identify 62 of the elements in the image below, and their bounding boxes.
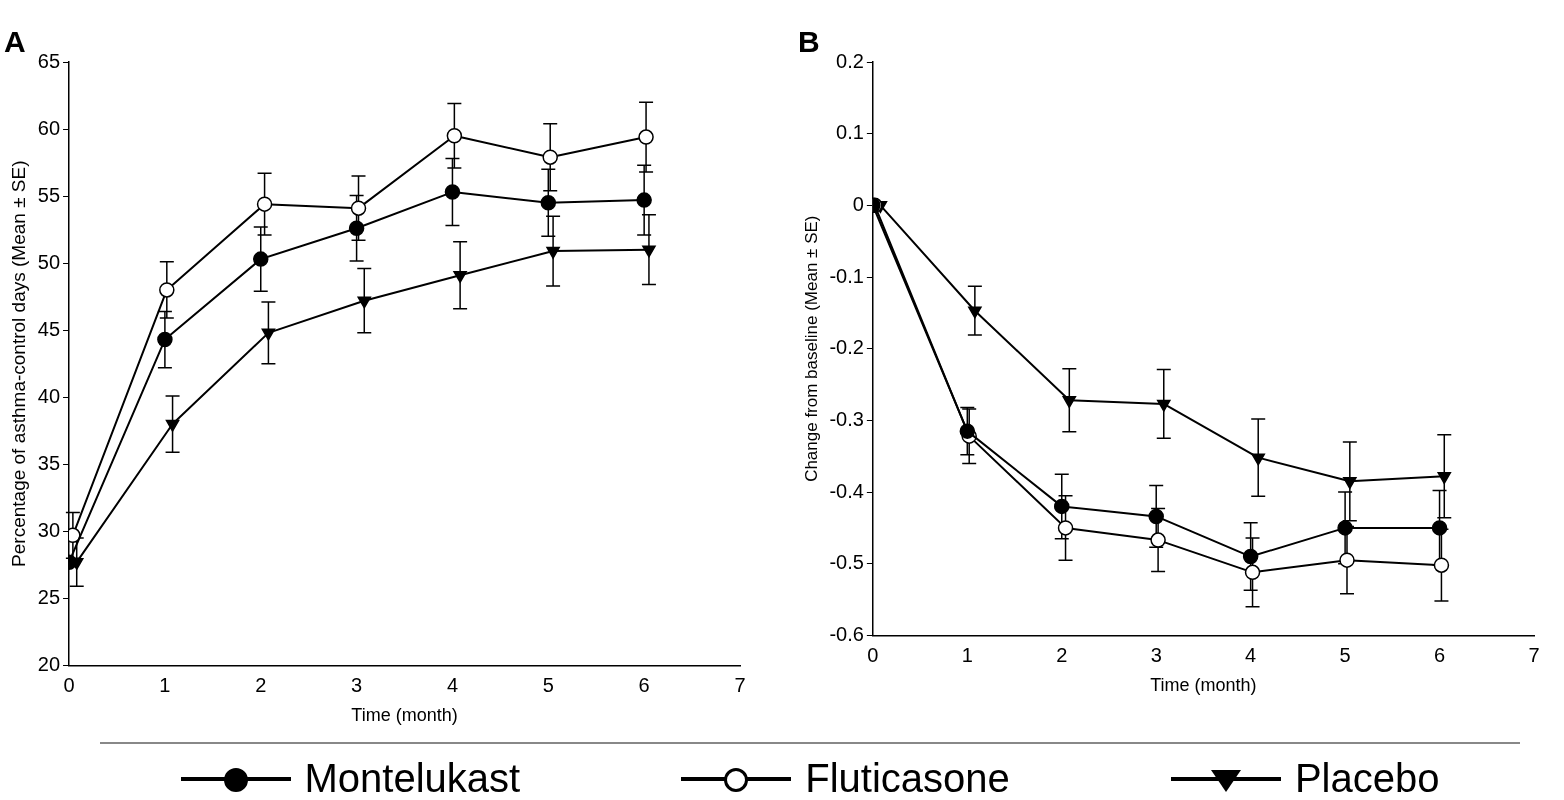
point xyxy=(453,270,467,283)
x-tick-label: 1 xyxy=(159,673,171,696)
y-axis-title: Percentage of asthma-control days (Mean ± SE) xyxy=(7,160,29,567)
point xyxy=(348,220,365,237)
y-tick-label: 55 xyxy=(37,183,61,206)
x-axis-title: Time (month) xyxy=(351,705,458,726)
y-tick-label: 40 xyxy=(37,384,61,407)
legend-label: Montelukast xyxy=(304,756,521,800)
point xyxy=(444,184,461,200)
x-tick-label: 1 xyxy=(961,643,973,666)
y-tick-label: 0.1 xyxy=(836,121,864,144)
point xyxy=(357,296,372,309)
point xyxy=(261,328,276,341)
x-tick-label: 4 xyxy=(446,673,459,696)
x-tick-label: 5 xyxy=(1339,643,1351,666)
point xyxy=(165,419,180,432)
y-tick-label: 0 xyxy=(852,192,864,215)
x-tick-label: 4 xyxy=(1245,643,1257,666)
point xyxy=(642,245,656,258)
y-tick-label: -0.6 xyxy=(829,622,864,645)
y-tick-label: -0.3 xyxy=(829,407,864,430)
y-tick-label: -0.4 xyxy=(829,479,864,502)
y-tick-label: 35 xyxy=(37,451,61,474)
y-tick-label: -0.1 xyxy=(829,264,864,287)
x-tick-label: 0 xyxy=(63,673,75,696)
point xyxy=(638,129,654,145)
y-tick-label: 30 xyxy=(37,518,61,541)
x-tick-label: 6 xyxy=(1433,643,1446,666)
x-axis-title: Time (month) xyxy=(1150,675,1257,696)
legend-label: Placebo xyxy=(1294,756,1440,800)
x-tick-label: 3 xyxy=(1150,643,1162,666)
point xyxy=(157,331,173,348)
y-tick-label: 60 xyxy=(37,116,61,139)
y-tick-label: 45 xyxy=(37,317,61,340)
y-tick-label: 25 xyxy=(37,585,61,608)
y-tick-label: -0.2 xyxy=(829,336,864,359)
point xyxy=(256,196,273,212)
x-tick-label: 7 xyxy=(734,673,746,696)
x-tick-label: 5 xyxy=(542,673,554,696)
x-tick-label: 3 xyxy=(351,673,363,696)
chart-title: B xyxy=(798,25,820,59)
chart-title: A xyxy=(4,25,26,59)
y-tick-label: -0.5 xyxy=(829,551,864,574)
point xyxy=(159,282,175,298)
y-tick-label: 0.2 xyxy=(836,49,864,72)
x-tick-label: 6 xyxy=(638,673,650,696)
y-axis-title: Change from baseline (Mean ± SE) xyxy=(801,215,821,482)
y-tick-label: 65 xyxy=(37,49,61,72)
y-tick-label: 20 xyxy=(37,652,61,675)
legend-label: Fluticasone xyxy=(805,756,1010,800)
y-tick-label: 50 xyxy=(37,250,61,273)
point xyxy=(540,195,557,211)
point xyxy=(546,246,560,259)
x-tick-label: 2 xyxy=(1056,643,1068,666)
x-tick-label: 7 xyxy=(1528,643,1540,666)
x-tick-label: 0 xyxy=(867,643,879,666)
point xyxy=(253,251,269,267)
point xyxy=(636,192,652,208)
x-tick-label: 2 xyxy=(255,673,267,696)
point xyxy=(542,149,558,165)
point xyxy=(350,200,367,216)
point xyxy=(446,128,463,144)
